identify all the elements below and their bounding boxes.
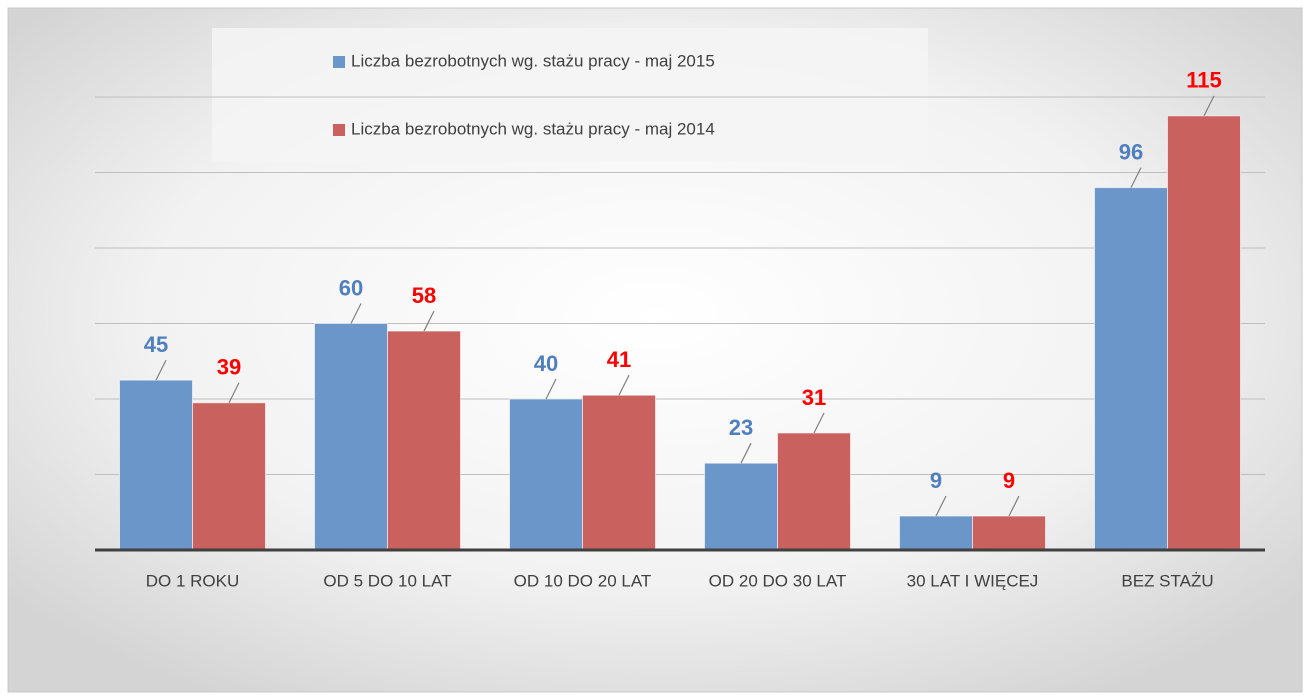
- leader-line: [1130, 167, 1142, 188]
- bar: [1167, 115, 1241, 551]
- leader-line: [935, 495, 947, 517]
- legend-label: Liczba bezrobotnych wg. stażu pracy - ma…: [351, 51, 715, 70]
- legend-label: Liczba bezrobotnych wg. stażu pracy - ma…: [351, 119, 715, 138]
- bar: [192, 402, 266, 551]
- bar: [1094, 187, 1168, 551]
- leader-line: [423, 310, 435, 332]
- data-label: 115: [1186, 68, 1222, 93]
- data-label: 45: [144, 332, 168, 357]
- bar: [582, 394, 656, 551]
- bar: [777, 432, 851, 551]
- data-label: 39: [217, 355, 241, 380]
- x-tick-label: DO 1 ROKU: [146, 571, 240, 590]
- bar: [119, 379, 193, 551]
- leader-line: [1203, 95, 1215, 117]
- legend-box: [212, 28, 928, 162]
- leader-line: [350, 303, 362, 324]
- leader-line: [228, 382, 240, 404]
- leader-line: [545, 378, 557, 400]
- x-tick-label: OD 5 DO 10 LAT: [323, 571, 451, 590]
- bar: [509, 398, 583, 551]
- x-tick-label: OD 10 DO 20 LAT: [514, 571, 652, 590]
- data-label: 96: [1119, 139, 1143, 164]
- legend-swatch: [333, 124, 345, 136]
- legend-swatch: [333, 56, 345, 68]
- data-label: 23: [729, 415, 753, 440]
- leader-line: [1008, 495, 1020, 517]
- data-label: 60: [339, 275, 363, 300]
- x-tick-label: OD 20 DO 30 LAT: [709, 571, 847, 590]
- data-label: 9: [1003, 468, 1015, 493]
- leader-line: [740, 442, 752, 464]
- data-label: 58: [412, 283, 436, 308]
- x-tick-label: BEZ STAŻU: [1121, 571, 1213, 590]
- bar: [704, 462, 778, 551]
- bar: [387, 330, 461, 551]
- leader-line: [813, 412, 825, 434]
- bar: [972, 515, 1046, 551]
- leader-line: [618, 374, 630, 396]
- data-label: 31: [802, 385, 826, 410]
- leader-line: [155, 359, 167, 381]
- bar: [314, 323, 388, 551]
- data-label: 41: [607, 347, 631, 372]
- data-label: 9: [930, 468, 942, 493]
- data-label: 40: [534, 351, 558, 376]
- x-tick-label: 30 LAT I WIĘCEJ: [907, 571, 1039, 590]
- bar: [899, 515, 973, 551]
